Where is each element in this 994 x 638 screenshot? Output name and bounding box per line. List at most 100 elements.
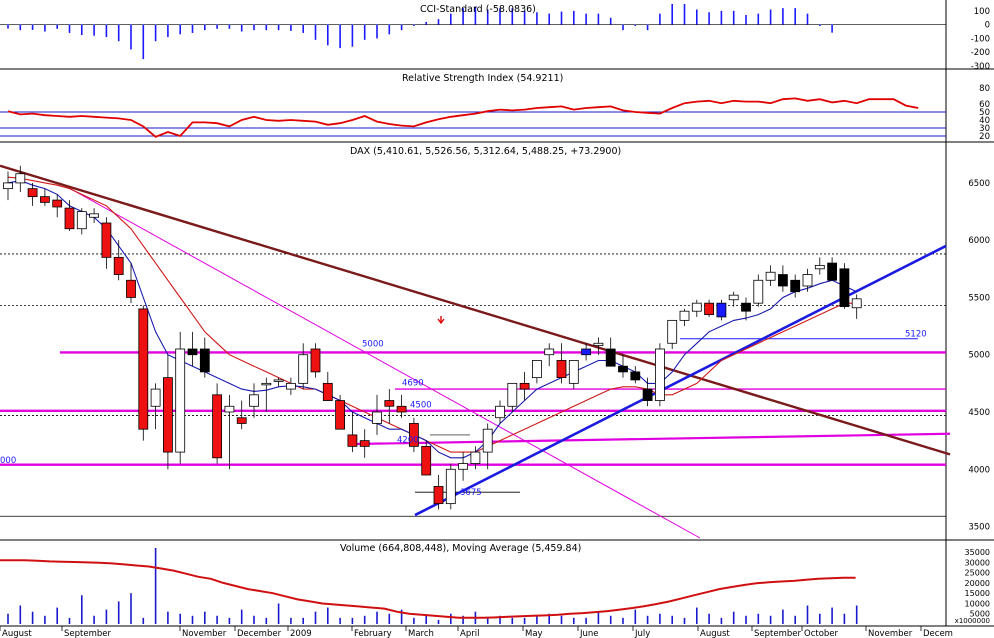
candle-body	[359, 440, 370, 447]
price-tick-label: 5500	[968, 293, 990, 303]
candle-body	[212, 394, 223, 459]
volume-title: Volume (664,808,448), Moving Average (5,…	[340, 543, 581, 554]
x-tick-label: May	[525, 629, 543, 638]
candle-body	[470, 451, 481, 464]
x-tick-label: August	[700, 629, 730, 638]
candle-body	[630, 371, 641, 381]
x-tick-label: December	[237, 629, 282, 638]
candle-body	[618, 365, 628, 373]
candle-body	[261, 382, 272, 386]
candle-body	[691, 302, 702, 312]
x-tick-label: Decem	[923, 629, 953, 638]
candle-body	[224, 405, 235, 413]
level-label: 4200	[397, 435, 419, 445]
x-axis: August September November December 2009 Febru…	[0, 626, 953, 638]
candle-body	[593, 342, 604, 346]
price-title: DAX (5,410.61, 5,526.56, 5,312.64, 5,488…	[350, 146, 621, 157]
level-label: 5000	[362, 340, 384, 350]
candle-body	[814, 264, 825, 270]
rsi-line	[7, 97, 919, 138]
x-tick-label: August	[2, 629, 32, 638]
candle-body	[667, 319, 678, 344]
price-tick-label: 6000	[968, 236, 990, 246]
candle-body	[27, 188, 38, 198]
candle-body	[655, 348, 665, 401]
candle-body	[532, 360, 542, 379]
candle-body	[421, 445, 432, 476]
candle-body	[568, 360, 579, 384]
candle-body	[101, 222, 112, 258]
cci-title: CCI-Standard (-58.0836)	[420, 4, 536, 15]
x-tick-label: April	[460, 629, 479, 638]
volume-tick-label: 35000	[965, 548, 990, 557]
volume-moving-average	[0, 559, 856, 619]
candle-body	[236, 417, 247, 424]
cci-tick-label: -200	[971, 48, 990, 58]
price-tick-label: 4500	[968, 408, 990, 418]
volume-tick-label: 25000	[965, 569, 990, 578]
rsi-tick-label: 50	[979, 108, 990, 118]
candle-body	[162, 377, 173, 453]
candle-body	[642, 388, 653, 401]
rsi-tick-label: 40	[979, 116, 990, 126]
fast-moving-average	[7, 180, 857, 459]
magenta-downtrend-line	[59, 182, 701, 539]
long-term-downtrend-line	[0, 164, 951, 456]
candle-body	[150, 388, 161, 407]
price-tick-label: 3500	[968, 523, 990, 533]
cci-tick-label: 100	[974, 7, 990, 17]
candle-body	[322, 382, 333, 401]
slow-moving-average	[7, 176, 857, 453]
candle-body	[15, 173, 26, 184]
price-panel: 6500 6000 5500 5000 4500 4000 3500 5000 4690 4500…	[0, 164, 990, 539]
candle-body	[482, 428, 493, 453]
candle-body	[199, 348, 210, 373]
level-label: 000	[0, 456, 16, 466]
candle-body	[298, 354, 309, 384]
candle-body	[249, 394, 259, 407]
candle-body	[556, 360, 567, 379]
candle-body	[704, 302, 714, 316]
candle-body	[138, 308, 149, 430]
candle-body	[790, 279, 801, 293]
candle-body	[52, 199, 63, 208]
candle-body	[126, 279, 136, 298]
candle-body	[285, 382, 296, 390]
rsi-tick-label: 60	[979, 100, 990, 110]
candle-body	[679, 310, 690, 321]
candle-body	[433, 486, 444, 505]
candle-body	[64, 207, 75, 230]
candle-body	[3, 182, 13, 190]
candle-body	[372, 411, 382, 424]
candle-body	[581, 348, 591, 356]
down-arrow-icon	[437, 316, 445, 325]
candle-body	[408, 423, 419, 447]
candle-body	[175, 348, 186, 453]
candle-body	[778, 274, 788, 287]
level-label: 4690	[402, 379, 424, 389]
candle-body	[113, 256, 124, 275]
x-tick-label: September	[64, 629, 111, 638]
candle-body	[605, 348, 616, 367]
candle-body	[507, 382, 518, 407]
candle-body	[716, 302, 727, 318]
candle-body	[544, 348, 555, 356]
volume-tick-label: 30000	[965, 558, 990, 567]
rsi-tick-label: 20	[979, 132, 990, 142]
cci-tick-label: -100	[971, 34, 990, 44]
x-tick-label: June	[579, 629, 599, 638]
price-tick-label: 6500	[968, 179, 990, 189]
level-label: 4500	[410, 400, 432, 410]
candle-body	[187, 348, 198, 356]
x-tick-label: October	[804, 629, 839, 638]
x-tick-label: November	[868, 629, 913, 638]
candle-body	[728, 294, 739, 301]
x-tick-label: 2009	[290, 629, 312, 638]
candle-body	[273, 379, 284, 382]
level-label: 5120	[905, 329, 927, 339]
volume-tick-label: 20000	[965, 579, 990, 588]
price-tick-label: 5000	[968, 351, 990, 361]
price-tick-label: 4000	[968, 465, 990, 475]
